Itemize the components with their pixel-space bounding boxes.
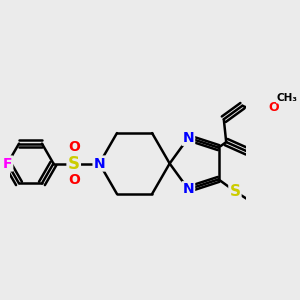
Text: O: O <box>268 101 278 114</box>
Text: O: O <box>68 140 80 154</box>
Text: CH₃: CH₃ <box>277 93 298 103</box>
Text: N: N <box>182 131 194 145</box>
Text: S: S <box>68 154 80 172</box>
Text: O: O <box>68 173 80 188</box>
Text: S: S <box>230 184 240 199</box>
Text: N: N <box>94 157 105 170</box>
Text: N: N <box>182 182 194 196</box>
Text: F: F <box>3 157 12 170</box>
